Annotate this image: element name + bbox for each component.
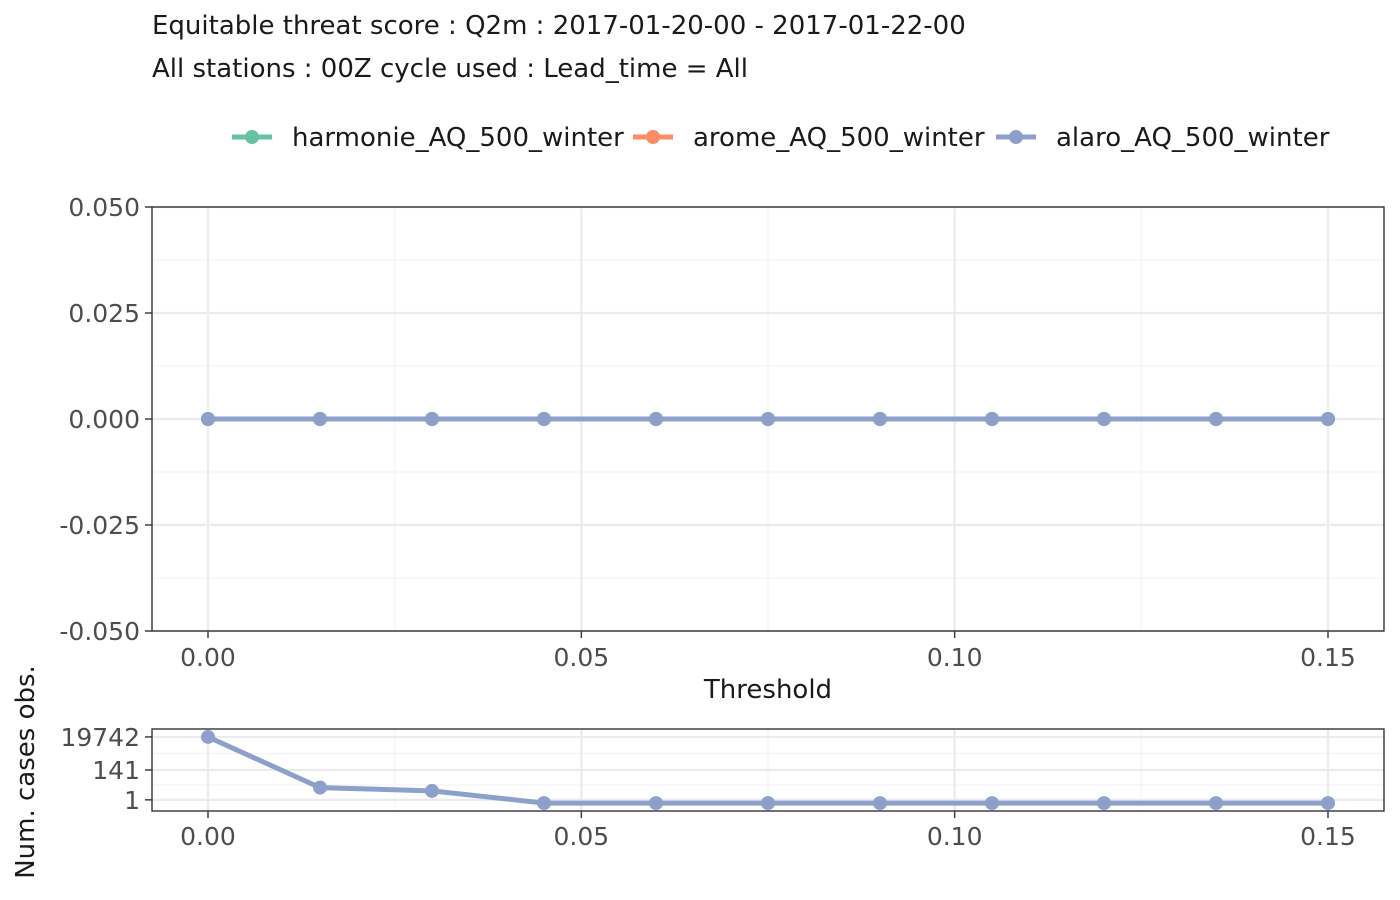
cases-data-point (873, 796, 887, 811)
chart-title: Equitable threat score : Q2m : 2017-01-2… (152, 11, 966, 41)
y-tick-label: -0.050 (59, 617, 140, 646)
data-point (201, 412, 215, 426)
x-tick-label: 0.10 (927, 643, 983, 672)
cases-data-point (761, 796, 775, 811)
y-tick-label: 0.050 (68, 193, 140, 222)
cases-x-tick-label: 0.10 (927, 822, 983, 851)
legend-key-point-1 (646, 130, 660, 144)
y-tick-label: 0.000 (68, 405, 140, 434)
x-axis-title: Threshold (703, 675, 832, 705)
cases-y-axis-title: Num. cases obs. (11, 665, 41, 879)
x-tick-label: 0.05 (553, 643, 609, 672)
cases-data-point (1097, 796, 1111, 811)
cases-data-point (201, 729, 215, 744)
y-tick-label: 0.025 (68, 299, 140, 328)
cases-data-point (1209, 796, 1223, 811)
legend-label-2: alaro_AQ_500_winter (1056, 123, 1330, 153)
cases-y-tick-label: 19742 (60, 723, 140, 752)
main-plot-panel: -0.050 -0.025 0.000 0.025 0.050 0.00 0.05 0.10 0… (59, 193, 1385, 672)
x-tick-label: 0.15 (1300, 643, 1356, 672)
cases-data-point (425, 783, 439, 798)
data-point (313, 412, 327, 426)
legend: harmonie_AQ_500_winter arome_AQ_500_winte… (232, 123, 1330, 153)
data-point (1209, 412, 1223, 426)
data-point (1321, 412, 1335, 426)
cases-data-point (1321, 796, 1335, 811)
data-point (537, 412, 551, 426)
data-point (649, 412, 663, 426)
cases-y-tick-label: 141 (92, 756, 140, 785)
cases-x-tick-label: 0.05 (553, 822, 609, 851)
y-tick-label: -0.025 (59, 511, 140, 540)
cases-data-point (985, 796, 999, 811)
data-point (761, 412, 775, 426)
cases-data-point (649, 796, 663, 811)
chart-subtitle: All stations : 00Z cycle used : Lead_tim… (152, 54, 748, 84)
cases-x-tick-label: 0.00 (180, 822, 236, 851)
legend-key-point-0 (245, 130, 259, 144)
data-point (1097, 412, 1111, 426)
data-point (873, 412, 887, 426)
cases-data-point (537, 796, 551, 811)
data-point (985, 412, 999, 426)
legend-key-point-2 (1009, 130, 1023, 144)
cases-data-point (313, 780, 327, 795)
legend-label-1: arome_AQ_500_winter (693, 123, 985, 153)
data-point (425, 412, 439, 426)
x-tick-label: 0.00 (180, 643, 236, 672)
legend-label-0: harmonie_AQ_500_winter (292, 123, 624, 153)
cases-x-tick-label: 0.15 (1300, 822, 1356, 851)
cases-y-tick-label: 1 (124, 786, 140, 815)
